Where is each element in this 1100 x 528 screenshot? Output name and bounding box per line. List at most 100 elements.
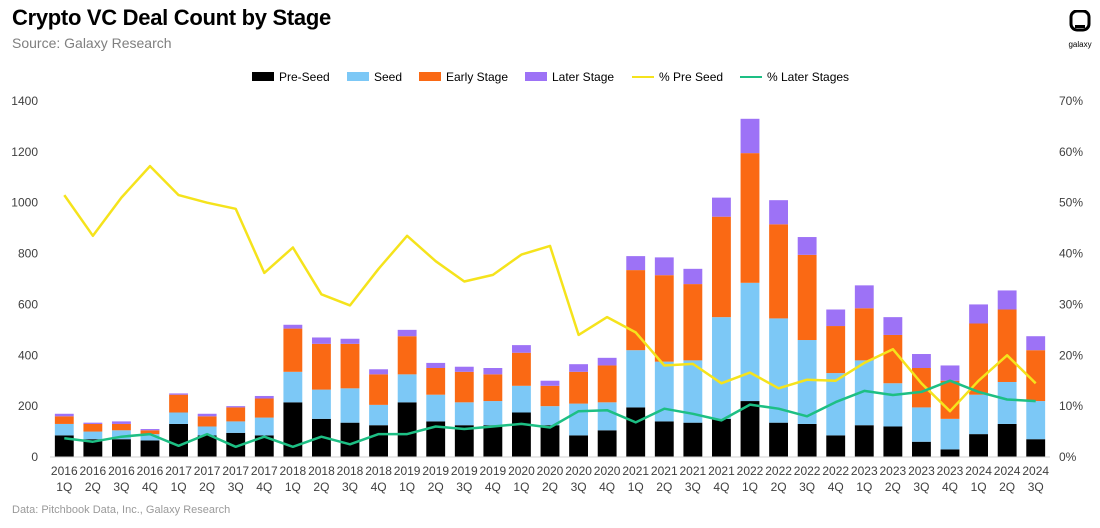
bar-early-stage — [740, 153, 760, 283]
bar-pre-seed — [597, 430, 617, 457]
bar-early-stage — [797, 254, 817, 341]
y-left-tick-label: 400 — [18, 348, 38, 362]
chart-title: Crypto VC Deal Count by Stage — [12, 5, 331, 30]
y-left-tick-label: 1000 — [11, 196, 38, 210]
legend-swatch-later-stage — [525, 72, 547, 81]
x-tick-year: 2022 — [765, 464, 792, 478]
legend-label-later-stage: Later Stage — [552, 70, 615, 84]
x-tick-quarter: 2Q — [85, 480, 101, 494]
bar-seed — [654, 361, 674, 422]
bar-early-stage — [483, 374, 503, 402]
bar-pre-seed — [483, 425, 503, 457]
bar-early-stage — [769, 224, 788, 319]
x-tick-quarter: 3Q — [571, 480, 587, 494]
x-tick-quarter: 3Q — [113, 480, 129, 494]
x-tick-year: 2023 — [880, 464, 907, 478]
bar-pre-seed — [626, 407, 646, 457]
bar-pre-seed — [140, 440, 160, 457]
legend-label-pre-seed: Pre-Seed — [279, 70, 330, 84]
bar-pre-seed — [769, 422, 788, 457]
x-tick-quarter: 2Q — [199, 480, 215, 494]
y-left-tick-label: 200 — [18, 399, 38, 413]
bar-later-stage — [397, 329, 417, 337]
bar-later-stage — [654, 257, 674, 276]
x-tick-quarter: 3Q — [799, 480, 815, 494]
bar-later-stage — [254, 395, 274, 399]
x-tick-year: 2020 — [565, 464, 592, 478]
x-tick-year: 2019 — [422, 464, 449, 478]
bar-pre-seed — [997, 423, 1017, 457]
bar-early-stage — [226, 407, 246, 422]
x-tick-quarter: 3Q — [456, 480, 472, 494]
x-tick-year: 2017 — [165, 464, 192, 478]
bar-pre-seed — [712, 418, 731, 457]
y-axis-right: 0% 10% 20% 30% 40% 50% 60% 70% — [1059, 94, 1083, 464]
x-tick-quarter: 2Q — [656, 480, 672, 494]
x-tick-quarter: 1Q — [171, 480, 187, 494]
legend-line-pct-pre-seed — [632, 76, 654, 78]
bar-early-stage — [540, 385, 560, 407]
x-tick-quarter: 4Q — [828, 480, 844, 494]
x-tick-year: 2019 — [451, 464, 478, 478]
bar-pre-seed — [569, 435, 588, 457]
x-tick-quarter: 2Q — [885, 480, 901, 494]
bar-pre-seed — [540, 425, 560, 457]
y-right-tick-label: 10% — [1059, 399, 1083, 413]
legend-swatch-early-stage — [419, 72, 441, 81]
bar-seed — [426, 394, 446, 422]
bar-later-stage — [140, 429, 160, 431]
bar-later-stage — [683, 268, 703, 285]
y-left-tick-label: 600 — [18, 297, 38, 311]
bar-pre-seed — [883, 426, 903, 457]
x-tick-year: 2021 — [680, 464, 707, 478]
bar-seed — [369, 404, 388, 426]
bar-early-stage — [569, 371, 588, 404]
x-tick-quarter: 4Q — [485, 480, 501, 494]
bar-early-stage — [854, 308, 874, 361]
x-tick-quarter: 2Q — [771, 480, 787, 494]
y-right-tick-label: 40% — [1059, 247, 1083, 261]
x-tick-year: 2021 — [622, 464, 649, 478]
bar-seed — [797, 340, 817, 424]
bar-early-stage — [169, 394, 188, 413]
bar-seed — [997, 381, 1017, 424]
bar-early-stage — [969, 323, 988, 395]
bar-later-stage — [797, 237, 817, 255]
x-tick-year: 2021 — [708, 464, 735, 478]
bar-later-stage — [369, 369, 388, 375]
y-right-tick-label: 50% — [1059, 196, 1083, 210]
bar-pre-seed — [112, 439, 131, 457]
stacked-bars — [54, 118, 1046, 457]
bar-later-stage — [854, 285, 874, 309]
x-tick-year: 2020 — [508, 464, 535, 478]
bar-seed — [54, 423, 74, 436]
bar-early-stage — [940, 380, 960, 419]
y-right-tick-label: 60% — [1059, 145, 1083, 159]
x-tick-quarter: 3Q — [913, 480, 929, 494]
bar-seed — [283, 371, 303, 403]
bar-early-stage — [112, 423, 131, 431]
bar-early-stage — [883, 334, 903, 384]
galaxy-logo: galaxy — [1063, 9, 1097, 50]
bar-seed — [483, 401, 503, 426]
x-tick-quarter: 1Q — [628, 480, 644, 494]
bar-pre-seed — [283, 402, 303, 457]
x-tick-quarter: 1Q — [742, 480, 758, 494]
bar-early-stage — [654, 275, 674, 362]
bar-later-stage — [712, 197, 731, 217]
bar-early-stage — [312, 343, 331, 390]
bar-seed — [254, 417, 274, 436]
bar-seed — [683, 360, 703, 423]
bar-pre-seed — [197, 435, 217, 457]
x-tick-quarter: 4Q — [142, 480, 158, 494]
x-tick-year: 2024 — [965, 464, 992, 478]
bar-early-stage — [397, 336, 417, 375]
x-tick-year: 2017 — [251, 464, 278, 478]
bar-pre-seed — [854, 425, 874, 457]
bar-early-stage — [454, 371, 474, 403]
bar-pre-seed — [426, 421, 446, 457]
bar-seed — [626, 350, 646, 408]
x-tick-quarter: 4Q — [942, 480, 958, 494]
bar-later-stage — [83, 422, 103, 424]
bar-pre-seed — [54, 435, 74, 457]
